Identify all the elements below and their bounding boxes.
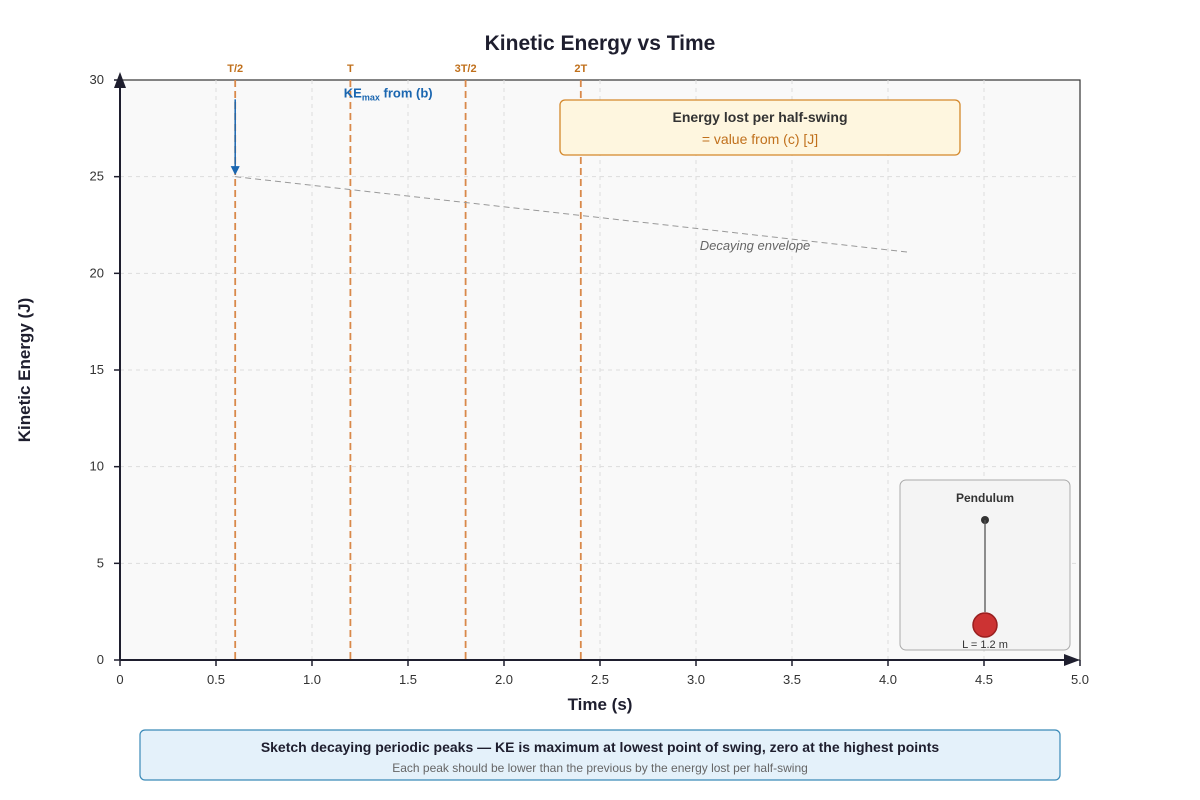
energy-lost-box: Energy lost per half-swing = value from … — [559, 99, 961, 156]
y-ticks: 0 5 10 15 20 25 30 — [90, 72, 120, 667]
y-tick-label: 0 — [97, 652, 104, 667]
x-tick-label: 1.5 — [399, 672, 417, 687]
x-tick-label: 0.5 — [207, 672, 225, 687]
y-tick-label: 25 — [90, 169, 104, 184]
ke-max-label-main: KE — [344, 85, 362, 100]
x-tick-label: 1.0 — [303, 672, 321, 687]
x-tick-label: 3.5 — [783, 672, 801, 687]
pendulum-bob-icon — [972, 612, 998, 638]
pendulum-length-label: L = 1.2 m — [962, 639, 1008, 651]
y-axis-arrow-icon — [114, 72, 126, 88]
y-tick-label: 15 — [90, 362, 104, 377]
ke-max-label-rest: from (b) — [380, 85, 433, 100]
energy-lost-title: Energy lost per half-swing — [672, 109, 847, 125]
period-marker-label: 3T/2 — [455, 63, 477, 75]
x-tick-label: 2.5 — [591, 672, 609, 687]
x-tick-label: 4.0 — [879, 672, 897, 687]
x-tick-label: 4.5 — [975, 672, 993, 687]
x-axis-arrow-icon — [1064, 654, 1080, 666]
period-marker-label: T — [347, 63, 354, 75]
x-tick-label: 5.0 — [1071, 672, 1089, 687]
period-marker-label: 2T — [574, 63, 587, 75]
energy-lost-value: = value from (c) [J] — [702, 131, 818, 147]
x-axis-label: Time (s) — [568, 695, 633, 714]
ke-max-label: KEmax from (b) — [344, 85, 433, 102]
footer-note: Sketch decaying periodic peaks — KE is m… — [139, 729, 1061, 781]
footer-sub-text: Each peak should be lower than the previ… — [392, 761, 808, 775]
ke-max-label-sub: max — [362, 92, 380, 102]
x-tick-label: 3.0 — [687, 672, 705, 687]
x-tick-label: 0 — [116, 672, 123, 687]
grid-lines — [120, 80, 1080, 660]
pendulum-title: Pendulum — [956, 491, 1014, 505]
pendulum-inset: Pendulum L = 1.2 m — [899, 479, 1071, 651]
y-tick-label: 5 — [97, 555, 104, 570]
y-axis-label: Kinetic Energy (J) — [15, 298, 34, 443]
chart-title: Kinetic Energy vs Time — [485, 32, 716, 55]
x-ticks: 0 0.5 1.0 1.5 2.0 2.5 3.0 3.5 4.0 4.5 5.0 — [116, 660, 1089, 687]
y-tick-label: 20 — [90, 265, 104, 280]
decaying-envelope-label: Decaying envelope — [700, 238, 811, 253]
y-tick-label: 10 — [90, 459, 104, 474]
period-markers: T/2 T 3T/2 2T — [227, 63, 587, 660]
x-tick-label: 2.0 — [495, 672, 513, 687]
footer-main-text: Sketch decaying periodic peaks — KE is m… — [261, 739, 940, 755]
y-tick-label: 30 — [90, 72, 104, 87]
decaying-envelope-line — [235, 176, 908, 253]
period-marker-label: T/2 — [227, 63, 243, 75]
